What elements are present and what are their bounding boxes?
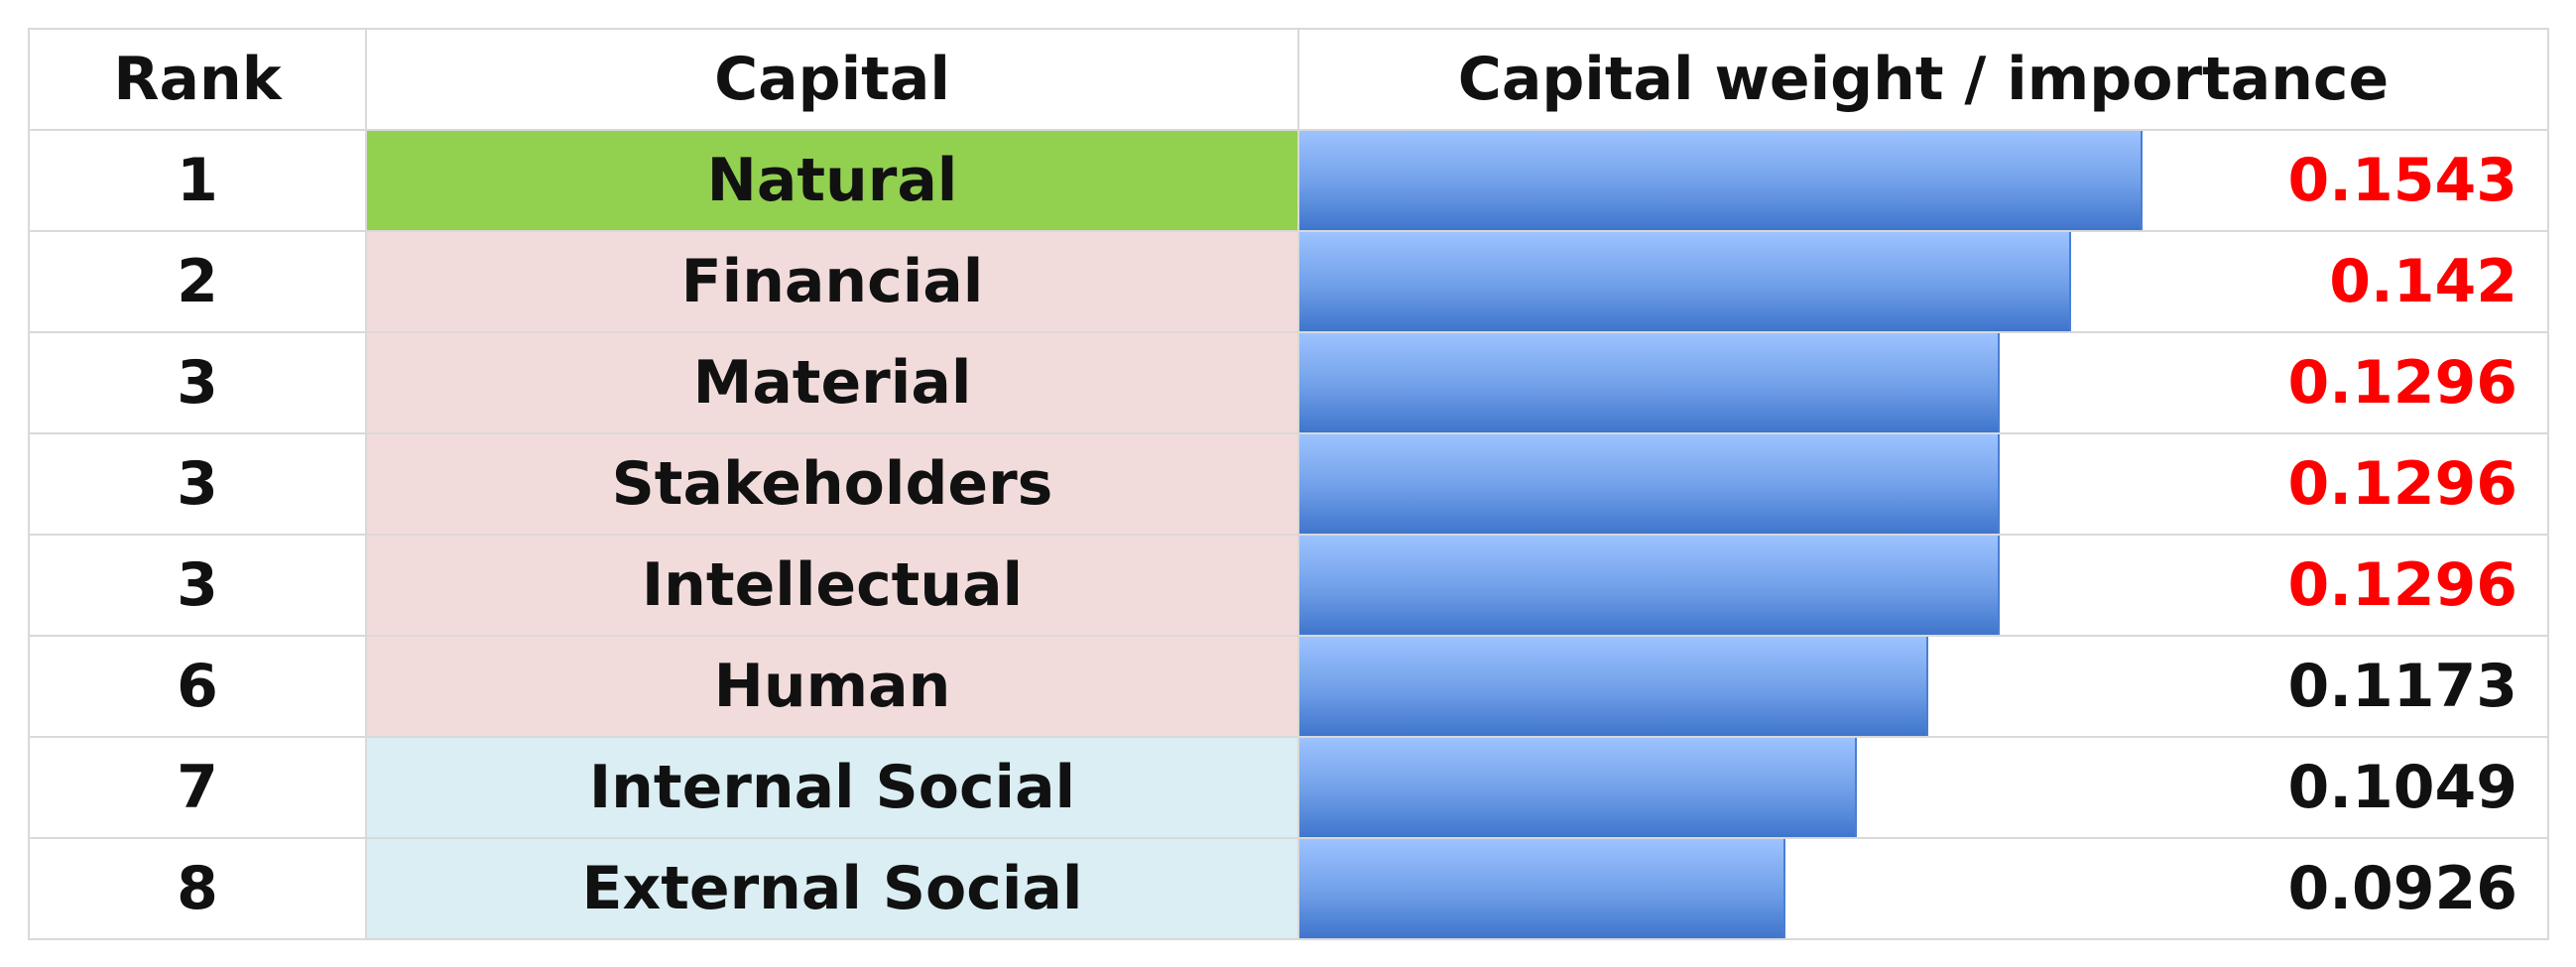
weight-bar (1300, 334, 2000, 431)
header-rank: Rank (28, 28, 367, 131)
weight-value-label: 0.1173 (2287, 652, 2517, 721)
weight-value-label: 0.1296 (2287, 449, 2517, 519)
weight-value-label: 0.0926 (2287, 854, 2517, 923)
rank-cell: 3 (28, 534, 367, 637)
weight-value-label: 0.1296 (2287, 550, 2517, 620)
capital-cell: Stakeholders (365, 432, 1299, 536)
table-row: 7 Internal Social 0.1049 (28, 736, 2549, 839)
rank-cell: 7 (28, 736, 367, 839)
rank-cell: 3 (28, 331, 367, 434)
weight-cell: 0.142 (1297, 230, 2549, 333)
table-row: 1 Natural 0.1543 (28, 129, 2549, 232)
rank-cell: 3 (28, 432, 367, 536)
weight-value-label: 0.1049 (2287, 753, 2517, 822)
weight-value-label: 0.1543 (2287, 146, 2517, 215)
weight-cell: 0.1173 (1297, 635, 2549, 738)
weight-cell: 0.1296 (1297, 331, 2549, 434)
weight-bar (1300, 638, 1928, 735)
header-weight: Capital weight / importance (1297, 28, 2549, 131)
capital-cell: Material (365, 331, 1299, 434)
capital-weight-table-container: Rank Capital Capital weight / importance… (28, 28, 2549, 940)
weight-bar (1300, 132, 2143, 229)
table-row: 6 Human 0.1173 (28, 635, 2549, 738)
weight-value-label: 0.142 (2329, 247, 2517, 316)
table-row: 3 Material 0.1296 (28, 331, 2549, 434)
weight-bar (1300, 435, 2000, 533)
capital-cell: Intellectual (365, 534, 1299, 637)
weight-bar (1300, 233, 2071, 330)
weight-bar (1300, 537, 2000, 634)
table-row: 8 External Social 0.0926 (28, 837, 2549, 940)
weight-cell: 0.1296 (1297, 534, 2549, 637)
weight-cell: 0.1543 (1297, 129, 2549, 232)
rank-cell: 6 (28, 635, 367, 738)
weight-bar (1300, 739, 1857, 836)
table-row: 3 Intellectual 0.1296 (28, 534, 2549, 637)
table-row: 2 Financial 0.142 (28, 230, 2549, 333)
weight-cell: 0.1049 (1297, 736, 2549, 839)
capital-weight-table: Rank Capital Capital weight / importance… (28, 28, 2549, 940)
rank-cell: 1 (28, 129, 367, 232)
capital-cell: External Social (365, 837, 1299, 940)
capital-cell: Internal Social (365, 736, 1299, 839)
rank-cell: 2 (28, 230, 367, 333)
rank-cell: 8 (28, 837, 367, 940)
capital-cell: Human (365, 635, 1299, 738)
table-row: 3 Stakeholders 0.1296 (28, 432, 2549, 536)
weight-bar (1300, 840, 1785, 937)
weight-cell: 0.1296 (1297, 432, 2549, 536)
header-row: Rank Capital Capital weight / importance (28, 28, 2549, 131)
capital-cell: Financial (365, 230, 1299, 333)
weight-cell: 0.0926 (1297, 837, 2549, 940)
weight-value-label: 0.1296 (2287, 348, 2517, 418)
header-capital: Capital (365, 28, 1299, 131)
table-body: 1 Natural 0.1543 2 Financial 0.142 3 Material 0.… (28, 129, 2549, 940)
capital-cell: Natural (365, 129, 1299, 232)
